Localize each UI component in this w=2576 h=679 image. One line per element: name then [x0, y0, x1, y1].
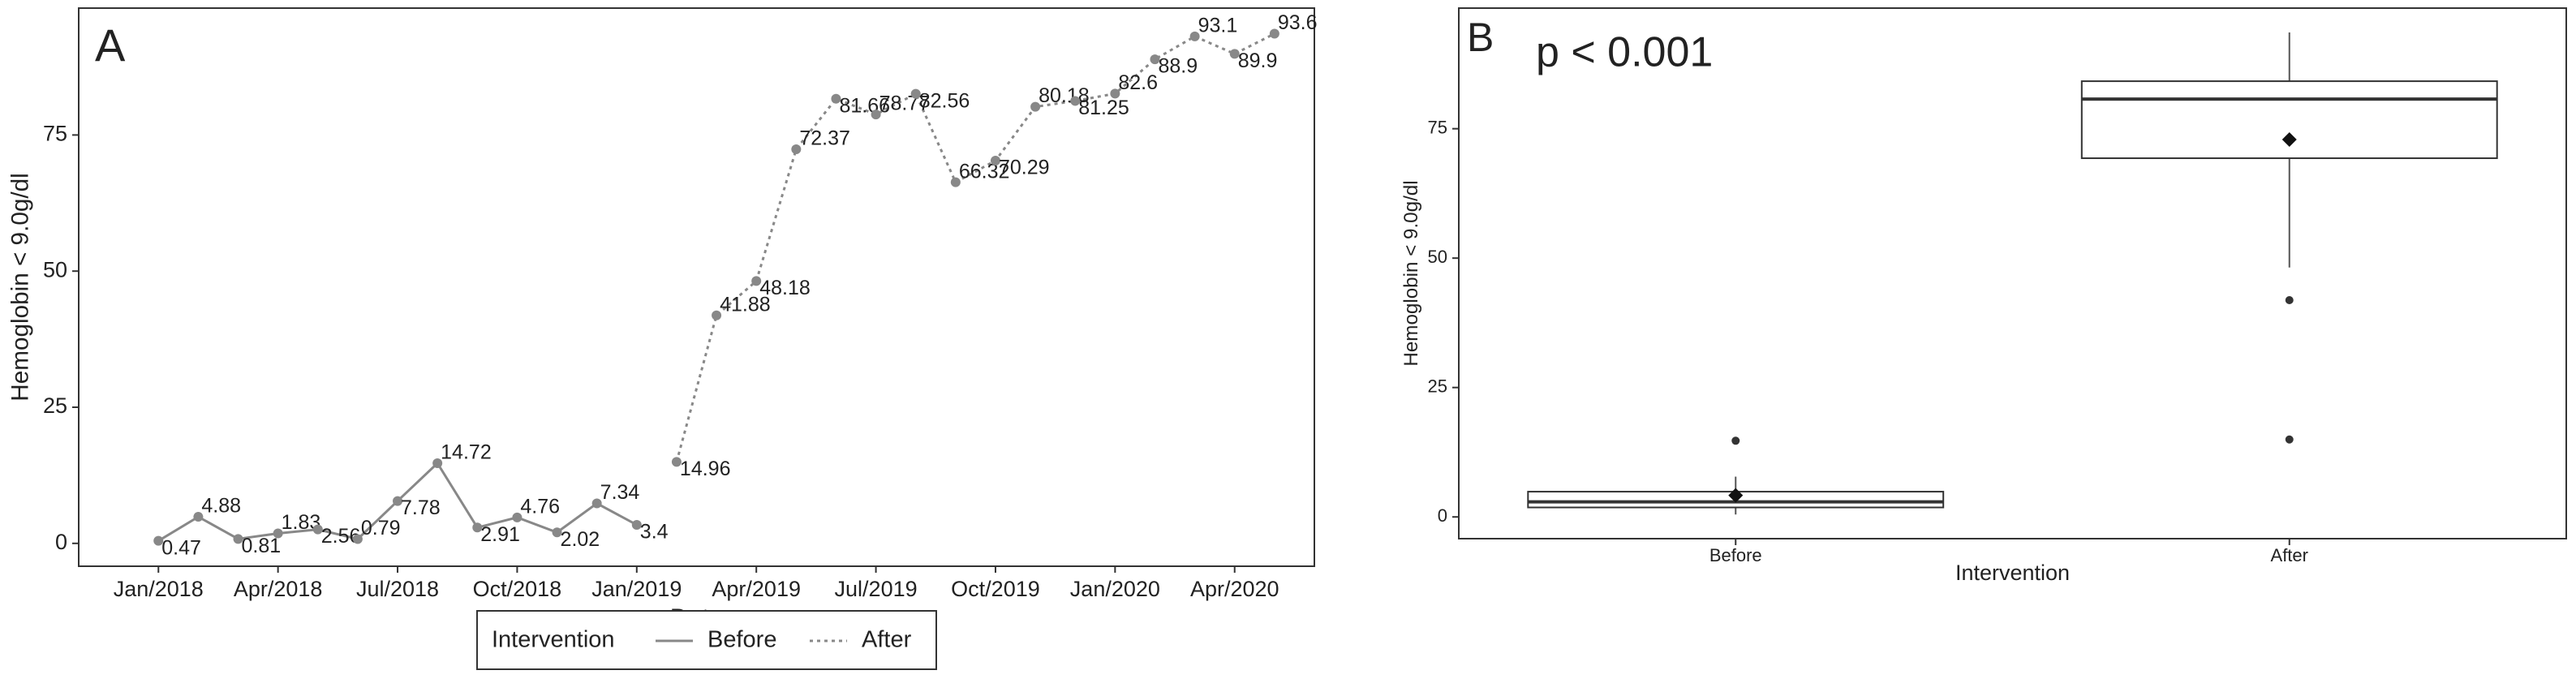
data-label: 4.88 — [201, 495, 241, 518]
outlier — [1731, 436, 1740, 445]
data-point — [352, 534, 363, 544]
plot-frame — [78, 7, 1315, 567]
data-point — [472, 522, 483, 533]
data-label: 88.9 — [1158, 55, 1198, 78]
data-point — [751, 276, 762, 286]
data-label: 82.6 — [1118, 71, 1158, 94]
data-label: 66.32 — [959, 160, 1010, 183]
x-tick-label: After — [2271, 545, 2308, 565]
y-tick-label: 25 — [43, 393, 67, 418]
y-tick-label: 75 — [1428, 117, 1447, 137]
data-point — [1189, 31, 1200, 41]
legend-label: After — [862, 627, 912, 653]
data-point — [950, 177, 961, 187]
outlier — [2285, 435, 2294, 444]
data-point — [671, 457, 682, 467]
y-tick-label: 50 — [43, 257, 67, 281]
data-point — [193, 512, 204, 522]
data-point — [273, 528, 283, 539]
data-label: 14.96 — [680, 458, 731, 480]
data-label: 81.25 — [1078, 97, 1129, 119]
panel-label: B — [1467, 15, 1494, 60]
data-label: 7.78 — [401, 496, 441, 519]
plot-frame — [1458, 7, 2567, 539]
data-point — [432, 458, 443, 469]
x-tick-label: Jul/2018 — [356, 577, 439, 601]
data-label: 93.6 — [1278, 11, 1318, 34]
data-point — [1150, 54, 1160, 65]
data-label: 3.4 — [640, 521, 669, 544]
data-label: 7.34 — [600, 481, 640, 504]
data-label: 14.72 — [441, 441, 492, 464]
data-point — [512, 512, 523, 522]
data-point — [1070, 96, 1081, 106]
data-point — [1030, 101, 1041, 112]
legend-box — [476, 610, 937, 670]
x-tick-label: Oct/2018 — [473, 577, 562, 601]
data-label: 78.77 — [879, 92, 931, 115]
data-label: 0.81 — [242, 535, 282, 557]
x-tick-label: Jan/2018 — [114, 577, 204, 601]
legend-title: Intervention — [492, 627, 615, 653]
data-label: 93.1 — [1198, 15, 1238, 37]
data-point — [871, 110, 881, 120]
x-tick-label: Jul/2019 — [835, 577, 918, 601]
data-label: 48.18 — [759, 277, 811, 299]
data-point — [552, 527, 562, 538]
y-tick-label: 0 — [55, 530, 67, 554]
panel-b: 0 25 50 75 Hemoglobin < 9.0g/dl B p < 0.001 Int… — [1400, 7, 2567, 585]
y-tick-label: 25 — [1428, 376, 1447, 397]
data-label: 0.79 — [361, 517, 401, 539]
data-label: 2.91 — [480, 523, 520, 546]
panel-label: A — [95, 19, 126, 71]
x-tick-label: Jan/2020 — [1070, 577, 1160, 601]
data-label: 89.9 — [1238, 49, 1278, 72]
legend: Intervention Before After — [476, 610, 937, 670]
data-point — [393, 496, 403, 506]
data-point — [1229, 49, 1240, 59]
x-tick-label: Oct/2019 — [951, 577, 1040, 601]
x-tick-label: Apr/2019 — [712, 577, 801, 601]
data-point — [1110, 88, 1120, 99]
data-point — [910, 88, 921, 99]
mean-marker — [2281, 132, 2297, 148]
data-label: 72.37 — [799, 127, 850, 150]
y-tick-label: 50 — [1428, 247, 1447, 267]
data-point — [1269, 28, 1279, 39]
data-label: 41.88 — [720, 293, 771, 316]
data-label: 2.02 — [561, 528, 600, 551]
data-point — [990, 156, 1000, 166]
data-point — [631, 519, 642, 530]
y-axis-label: Hemoglobin < 9.0g/dl — [1400, 180, 1422, 366]
x-axis-label: Intervention — [1955, 561, 2070, 585]
data-point — [233, 534, 243, 544]
data-point — [712, 310, 722, 320]
data-label: 80.18 — [1039, 84, 1090, 107]
y-axis-label: Hemoglobin < 9.0g/dl — [7, 173, 34, 401]
data-point — [591, 498, 602, 509]
x-tick-label: Before — [1709, 545, 1762, 565]
data-point — [153, 535, 164, 546]
outlier — [2285, 295, 2294, 304]
y-tick-label: 75 — [43, 122, 67, 146]
annotation: p < 0.001 — [1536, 29, 1713, 76]
data-point — [791, 144, 802, 155]
x-tick-label: Apr/2018 — [234, 577, 323, 601]
data-label: 0.47 — [161, 536, 201, 559]
panel-a: 0 25 50 75 Hemoglobin < 9.0g/dl Jan/2018 Apr/2… — [7, 7, 1318, 670]
data-label: 70.29 — [999, 157, 1050, 179]
data-point — [831, 93, 841, 104]
x-tick-label: Jan/2019 — [591, 577, 682, 601]
data-point — [312, 524, 323, 535]
y-tick-label: 0 — [1438, 505, 1447, 526]
data-label: 82.56 — [919, 89, 970, 112]
data-label: 4.76 — [520, 495, 560, 518]
mean-marker — [1728, 488, 1744, 503]
data-label: 81.66 — [839, 94, 890, 117]
legend-label: Before — [707, 627, 776, 653]
series-line — [675, 32, 1275, 462]
x-tick-label: Apr/2020 — [1190, 577, 1279, 601]
